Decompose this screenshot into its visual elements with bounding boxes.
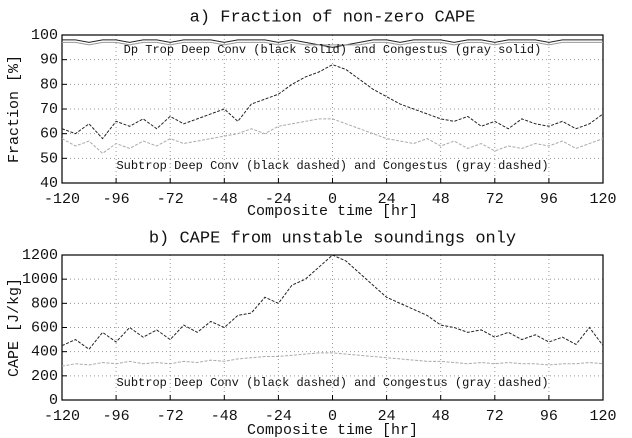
x-tick-label: 120 <box>589 191 616 208</box>
x-tick-label: 48 <box>432 408 450 425</box>
x-tick-label: 96 <box>540 191 558 208</box>
x-tick-label: -72 <box>157 408 184 425</box>
x-tick-label: -96 <box>103 408 130 425</box>
x-tick-label: -48 <box>211 191 238 208</box>
x-tick-label: -96 <box>103 191 130 208</box>
y-tick-label: 60 <box>40 126 58 143</box>
y-tick-label: 1200 <box>22 247 58 264</box>
x-tick-label: 48 <box>432 191 450 208</box>
x-tick-label: -48 <box>211 408 238 425</box>
y-tick-label: 400 <box>31 344 58 361</box>
y-tick-label: 200 <box>31 368 58 385</box>
y-tick-label: 80 <box>40 76 58 93</box>
plot-frame <box>61 34 604 184</box>
data-line <box>62 41 603 46</box>
x-tick-label: 120 <box>589 408 616 425</box>
y-tick-label: 600 <box>31 319 58 336</box>
x-axis-label: Composite time [hr] <box>247 203 418 220</box>
y-tick-label: 800 <box>31 295 58 312</box>
annotation: Subtrop Deep Conv (black dashed) and Con… <box>116 376 548 390</box>
x-tick-label: 72 <box>486 191 504 208</box>
y-axis-label: Fraction [%] <box>6 55 23 163</box>
x-tick-label: -120 <box>44 191 80 208</box>
data-line <box>61 64 604 140</box>
y-tick-label: 100 <box>31 27 58 44</box>
x-tick-label: -24 <box>265 191 292 208</box>
chart-title: a) Fraction of non-zero CAPE <box>190 8 476 27</box>
annotation: Subtrop Deep Conv (black dashed) and Con… <box>116 159 548 173</box>
x-tick-label: -24 <box>265 408 292 425</box>
x-tick-label: 72 <box>486 408 504 425</box>
y-tick-label: 70 <box>40 101 58 118</box>
y-tick-label: 50 <box>40 150 58 167</box>
x-axis-label: Composite time [hr] <box>247 422 418 438</box>
y-tick-label: 0 <box>49 392 58 409</box>
data-line <box>62 39 603 48</box>
y-tick-label: 40 <box>40 175 58 192</box>
y-tick-label: 90 <box>40 52 58 69</box>
data-line <box>61 352 604 367</box>
x-tick-label: 24 <box>378 191 396 208</box>
x-tick-label: -120 <box>44 408 80 425</box>
y-axis-label: CAPE [J/kg] <box>6 278 23 377</box>
data-line <box>61 254 604 350</box>
x-tick-label: 96 <box>540 408 558 425</box>
x-tick-label: 0 <box>328 191 337 208</box>
chart-title: b) CAPE from unstable soundings only <box>149 229 516 248</box>
x-tick-label: -72 <box>157 191 184 208</box>
annotation: Dp Trop Deep Conv (black solid) and Cong… <box>124 43 542 57</box>
x-tick-label: 0 <box>328 408 337 425</box>
data-line <box>61 118 604 155</box>
x-tick-label: 24 <box>378 408 396 425</box>
y-tick-label: 1000 <box>22 271 58 288</box>
